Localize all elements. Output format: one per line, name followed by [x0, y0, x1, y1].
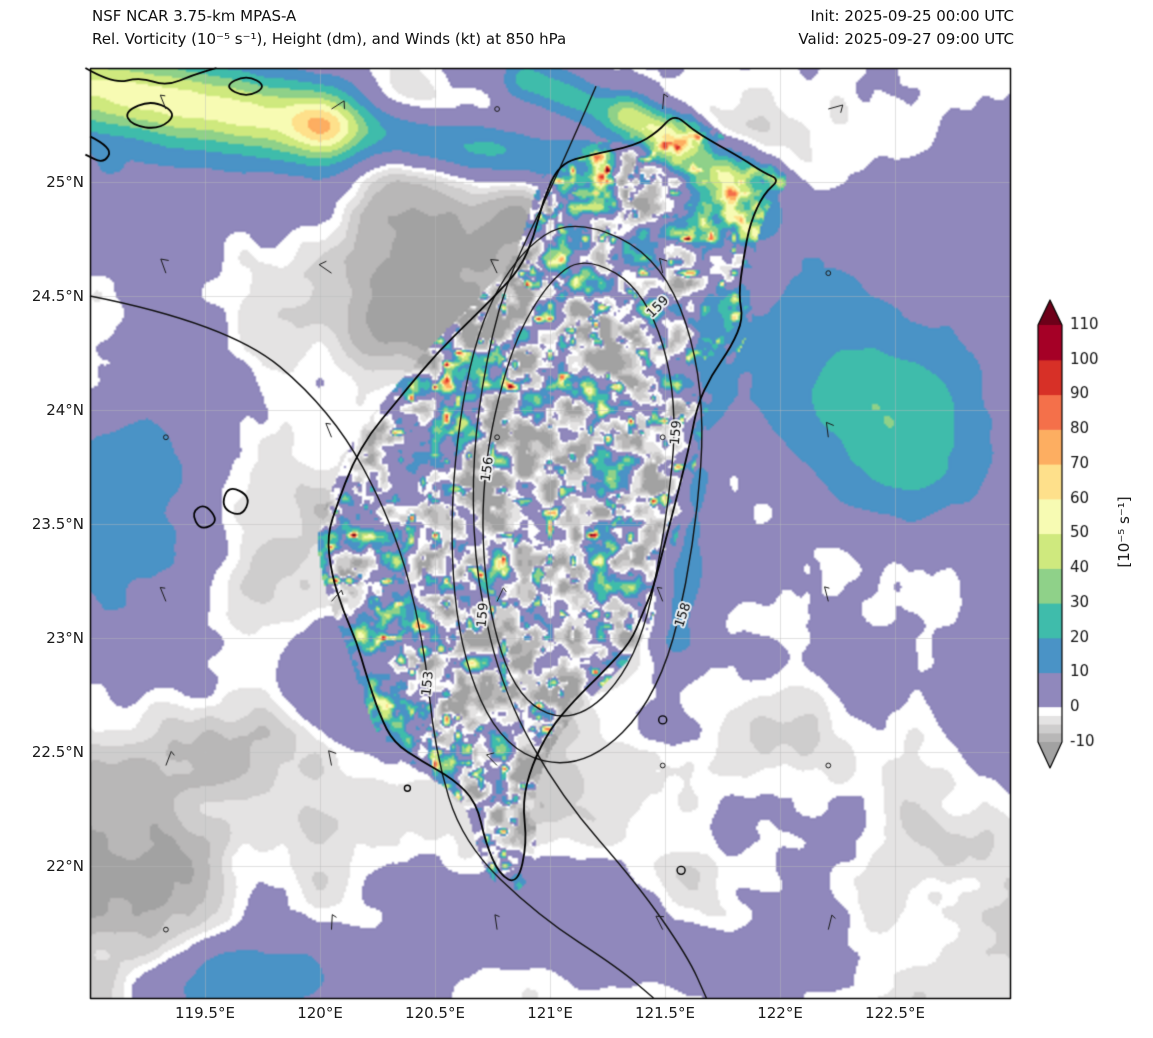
x-tick-label: 122.5°E [865, 1004, 925, 1022]
model-title: NSF NCAR 3.75-km MPAS-A [92, 7, 297, 25]
x-tick-label: 121.5°E [635, 1004, 695, 1022]
y-tick-label: 23°N [46, 628, 84, 647]
plot-subtitle: Rel. Vorticity (10⁻⁵ s⁻¹), Height (dm), … [92, 30, 567, 48]
x-tick-label: 122°E [757, 1004, 803, 1022]
y-tick-label: 24°N [46, 400, 84, 419]
y-tick-label: 24.5°N [31, 286, 84, 305]
x-tick-label: 121°E [527, 1004, 573, 1022]
x-tick-label: 119.5°E [175, 1004, 235, 1022]
y-tick-label: 23.5°N [31, 514, 84, 533]
x-tick-label: 120°E [297, 1004, 343, 1022]
x-tick-label: 120.5°E [405, 1004, 465, 1022]
y-tick-label: 22°N [46, 856, 84, 875]
y-tick-label: 25°N [46, 172, 84, 191]
y-tick-label: 22.5°N [31, 742, 84, 761]
valid-time-label: Valid: 2025-09-27 09:00 UTC [798, 30, 1014, 48]
colorbar-unit-label: [10⁻⁵ s⁻¹] [1115, 496, 1133, 568]
init-time-label: Init: 2025-09-25 00:00 UTC [810, 7, 1014, 25]
